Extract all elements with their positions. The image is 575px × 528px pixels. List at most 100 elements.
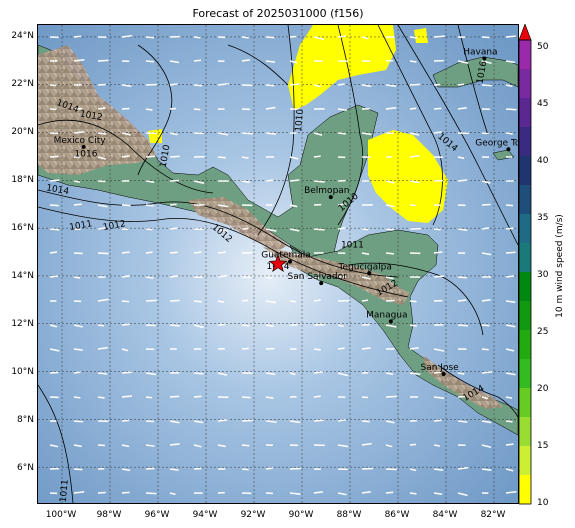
lon-label: 98°W: [96, 510, 122, 520]
wind-arrow: [385, 252, 395, 255]
colorbar-tick: 25: [537, 327, 549, 337]
wind-arrow: [145, 155, 156, 158]
wind-arrow: [217, 251, 227, 254]
wind-arrow: [97, 396, 105, 399]
sierra-madre-sur: [188, 197, 288, 251]
colorbar-segment: [519, 475, 531, 504]
wind-arrow: [457, 228, 468, 231]
wind-arrow: [457, 466, 469, 470]
wind-arrow: [433, 444, 440, 447]
wind-arrow: [241, 444, 250, 447]
wind-arrow: [289, 204, 298, 208]
wind-arrow: [121, 491, 130, 494]
wind-arrow: [121, 348, 129, 352]
wind-arrow: [241, 227, 249, 230]
wind-arrow: [289, 35, 297, 38]
colorbar-segment: [519, 388, 531, 417]
wind-arrow: [241, 59, 250, 62]
wind-arrow: [505, 348, 515, 352]
colorbar-segment: [519, 98, 531, 127]
wind-arrow: [145, 372, 157, 376]
wind-arrow: [49, 444, 59, 448]
wind-arrow: [265, 228, 277, 232]
lon-label: 94°W: [192, 510, 218, 520]
wind-arrow: [505, 396, 513, 399]
wind-arrow: [505, 251, 516, 254]
wind-arrow: [313, 395, 321, 398]
wind-arrow: [337, 83, 345, 86]
storm-marker: [268, 254, 288, 272]
wind-arrow: [97, 298, 109, 302]
wind-arrow: [145, 228, 153, 231]
wind-arrow: [193, 180, 205, 184]
city-label: San Jose: [421, 363, 460, 373]
wind-arrow: [289, 179, 300, 182]
wind-arrow: [337, 35, 347, 38]
wind-arrow: [481, 444, 492, 449]
wind-arrow: [97, 226, 107, 230]
lat-label: 20°N: [11, 127, 34, 137]
wind-arrow: [169, 203, 177, 206]
wind-arrow: [313, 36, 325, 41]
isobar-line: [38, 384, 74, 503]
wind-arrow: [505, 324, 516, 328]
wind-speed-shading: [148, 25, 448, 223]
wind-arrow: [121, 444, 130, 448]
isobar-line: [137, 44, 173, 176]
wind-arrow: [49, 275, 59, 278]
contour-label: 1012: [102, 219, 126, 233]
contour-label: 1011: [341, 240, 364, 250]
wind-arrow: [169, 395, 180, 398]
wind-arrow: [121, 132, 131, 136]
colorbar-segment: [519, 69, 531, 98]
wind-region-small-a: [414, 28, 428, 43]
colorbar-tick: 20: [537, 384, 549, 394]
wind-arrow: [265, 324, 274, 328]
lat-label: 18°N: [11, 175, 34, 185]
wind-arrow: [409, 324, 417, 327]
wind-arrow: [505, 35, 516, 38]
wind-arrow: [49, 348, 60, 352]
wind-arrow: [73, 58, 85, 62]
wind-arrow: [337, 492, 347, 496]
wind-arrow: [97, 107, 106, 110]
wind-arrow: [145, 36, 155, 39]
wind-arrow: [409, 83, 421, 86]
wind-arrow: [265, 106, 276, 110]
wind-arrow: [169, 60, 180, 64]
wind-arrow: [193, 420, 204, 424]
wind-arrow: [361, 228, 369, 231]
wind-arrow: [193, 395, 202, 398]
wind-arrow: [169, 132, 178, 136]
wind-arrow: [73, 276, 81, 279]
wind-arrow: [361, 84, 372, 88]
wind-arrow: [481, 180, 491, 184]
wind-arrow: [97, 252, 109, 255]
wind-arrow: [241, 468, 249, 471]
contour-label: 1010: [294, 108, 306, 132]
wind-arrow: [121, 395, 133, 398]
wind-arrow: [409, 347, 419, 350]
wind-arrow: [145, 299, 157, 302]
wind-arrow: [169, 275, 179, 278]
wind-arrow: [433, 83, 441, 86]
isobar-line: [377, 25, 443, 226]
wind-arrow: [265, 179, 274, 182]
wind-arrow: [313, 491, 324, 494]
wind-arrow: [337, 419, 346, 422]
wind-arrow: [505, 443, 514, 446]
wind-arrow: [385, 180, 395, 184]
colorbar-segment: [519, 214, 531, 243]
wind-arrow: [361, 442, 372, 446]
isobars: [38, 25, 518, 503]
wind-arrow: [337, 372, 349, 377]
city-dot: [288, 259, 292, 264]
storm-star-icon: [268, 254, 288, 272]
wind-arrow: [505, 468, 514, 472]
wind-arrow: [169, 83, 178, 86]
wind-arrow: [265, 36, 275, 39]
wind-arrow: [241, 396, 251, 399]
wind-arrow: [385, 276, 394, 280]
city-label: George Town: [475, 138, 518, 148]
wind-arrow: [433, 107, 442, 110]
